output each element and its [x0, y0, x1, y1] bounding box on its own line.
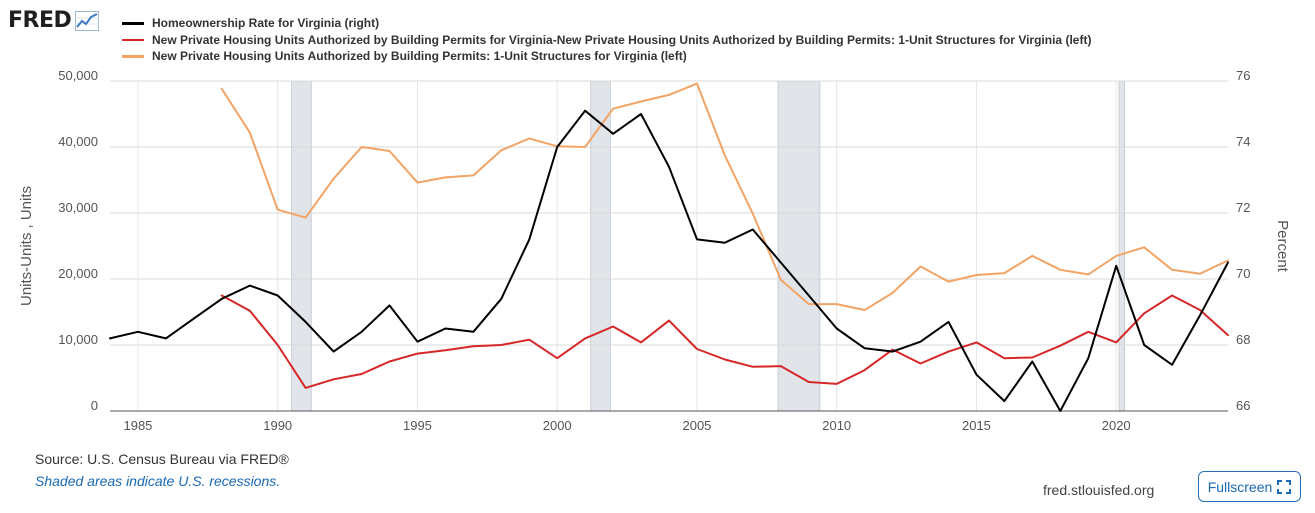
recession-band-0	[291, 80, 312, 412]
series-line-one-unit	[220, 82, 1229, 311]
recession-band-1	[590, 80, 611, 412]
recession-note: Shaded areas indicate U.S. recessions.	[35, 473, 281, 489]
x-tick-label: 1995	[403, 418, 432, 433]
legend-label-homeownership: Homeownership Rate for Virginia (right)	[152, 16, 380, 31]
fred-logo[interactable]: FRED	[8, 8, 100, 33]
right-tick-label: 76	[1236, 68, 1250, 83]
left-tick-label: 50,000	[58, 68, 98, 83]
left-axis-title: Units-Units , Units	[18, 186, 35, 306]
legend-swatch-homeownership	[122, 22, 144, 25]
right-tick-label: 66	[1236, 398, 1250, 413]
x-tick-label: 2010	[822, 418, 851, 433]
legend-item-difference[interactable]: New Private Housing Units Authorized by …	[122, 32, 1091, 49]
right-axis-title: Percent	[1274, 220, 1291, 273]
fullscreen-label: Fullscreen	[1207, 478, 1273, 495]
legend-item-homeownership[interactable]: Homeownership Rate for Virginia (right)	[122, 15, 1091, 32]
right-tick-label: 74	[1236, 134, 1250, 149]
x-tick-label: 2000	[543, 418, 572, 433]
left-tick-label: 0	[91, 398, 98, 413]
legend-swatch-difference	[122, 38, 144, 41]
fred-logo-text: FRED	[8, 8, 72, 33]
chart-legend: Homeownership Rate for Virginia (right) …	[122, 15, 1091, 65]
site-url: fred.stlouisfed.org	[1043, 482, 1155, 498]
x-tick-label: 2020	[1102, 418, 1131, 433]
right-tick-label: 70	[1236, 266, 1250, 281]
left-tick-label: 10,000	[58, 332, 98, 347]
x-tick-label: 1990	[263, 418, 292, 433]
legend-item-one-unit[interactable]: New Private Housing Units Authorized by …	[122, 48, 1091, 65]
x-tick-label: 1985	[123, 418, 152, 433]
recession-band-2	[777, 80, 821, 412]
left-tick-label: 40,000	[58, 134, 98, 149]
source-note: Source: U.S. Census Bureau via FRED®	[35, 451, 289, 467]
right-tick-label: 68	[1236, 332, 1250, 347]
legend-label-one-unit: New Private Housing Units Authorized by …	[152, 49, 687, 64]
line-chart[interactable]: 0 10,000 20,000 30,000 40,000 50,000 66 68 70 72 7…	[0, 0, 1315, 445]
legend-label-difference: New Private Housing Units Authorized by …	[152, 32, 1092, 47]
fullscreen-button[interactable]: Fullscreen	[1198, 471, 1301, 502]
series-line-homeownership	[109, 109, 1229, 412]
right-tick-label: 72	[1236, 200, 1250, 215]
fullscreen-icon	[1277, 479, 1292, 494]
legend-swatch-one-unit	[122, 55, 144, 58]
x-tick-label: 2015	[962, 418, 991, 433]
chart-header: FRED Homeownership Rate for Virginia (ri…	[0, 0, 1315, 70]
recession-band-3	[1118, 80, 1125, 412]
left-tick-label: 30,000	[58, 200, 98, 215]
series-line-difference	[220, 294, 1229, 389]
trend-graph-icon	[75, 11, 100, 31]
left-tick-label: 20,000	[58, 266, 98, 281]
x-tick-label: 2005	[682, 418, 711, 433]
